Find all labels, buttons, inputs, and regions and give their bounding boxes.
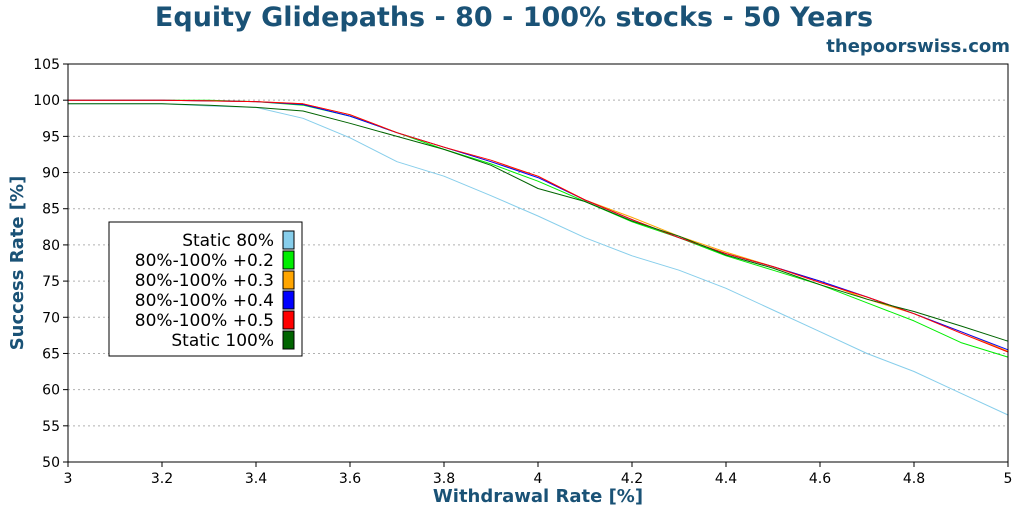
y-tick-label: 80 (42, 238, 60, 254)
legend-swatch (282, 310, 295, 330)
legend-label: 80%-100% +0.5 (135, 311, 274, 331)
series-line-80-100-0-5 (68, 99, 1009, 353)
series-line-static-80 (68, 103, 1009, 416)
legend-label: Static 100% (171, 331, 274, 351)
x-tick-label: 3.2 (151, 471, 173, 487)
y-tick-label: 60 (42, 383, 60, 399)
x-tick-label: 4.6 (809, 471, 831, 487)
legend-box (108, 221, 303, 357)
y-tick-label: 55 (42, 419, 60, 435)
y-tick-label: 70 (42, 310, 60, 326)
legend-label: Static 80% (182, 231, 274, 251)
legend-swatch (282, 330, 295, 350)
y-tick-label: 85 (42, 202, 60, 218)
x-axis-label: Withdrawal Rate [%] (433, 486, 643, 507)
legend-label: 80%-100% +0.2 (135, 251, 274, 271)
legend-swatch (282, 290, 295, 310)
chart-title: Equity Glidepaths - 80 - 100% stocks - 5… (155, 2, 873, 33)
x-tick-label: 4 (534, 471, 543, 487)
y-tick-label: 105 (33, 57, 60, 73)
series-line-static-100 (68, 103, 1009, 342)
x-tick-label: 4.8 (903, 471, 925, 487)
x-tick-label: 4.4 (715, 471, 737, 487)
y-tick-label: 100 (33, 93, 60, 109)
legend-swatch (282, 270, 295, 290)
legend: Static 80%80%-100% +0.280%-100% +0.380%-… (108, 221, 303, 357)
y-tick-label: 50 (42, 455, 60, 471)
x-tick-label: 3.8 (433, 471, 455, 487)
x-tick-label: 4.2 (621, 471, 643, 487)
x-tick-label: 3 (64, 471, 73, 487)
series-group (68, 99, 1009, 416)
x-tick-label: 3.4 (245, 471, 267, 487)
legend-swatch (282, 250, 295, 270)
x-tick-label: 5 (1004, 471, 1013, 487)
y-tick-label: 90 (42, 166, 60, 182)
legend-label: 80%-100% +0.3 (135, 271, 274, 291)
source-watermark: thepoorswiss.com (826, 36, 1010, 57)
y-tick-label: 75 (42, 274, 60, 290)
y-tick-label: 95 (42, 129, 60, 145)
y-axis-label: Success Rate [%] (7, 176, 28, 351)
axis-ticks: 50 55 60 65 70 75 80 85 90 95 100 105 3 3.2 3.4 3.6 3.8 4… (33, 57, 1012, 487)
legend-swatch (282, 230, 295, 250)
x-tick-label: 3.6 (339, 471, 361, 487)
legend-label: 80%-100% +0.4 (135, 291, 274, 311)
y-tick-label: 65 (42, 346, 60, 362)
